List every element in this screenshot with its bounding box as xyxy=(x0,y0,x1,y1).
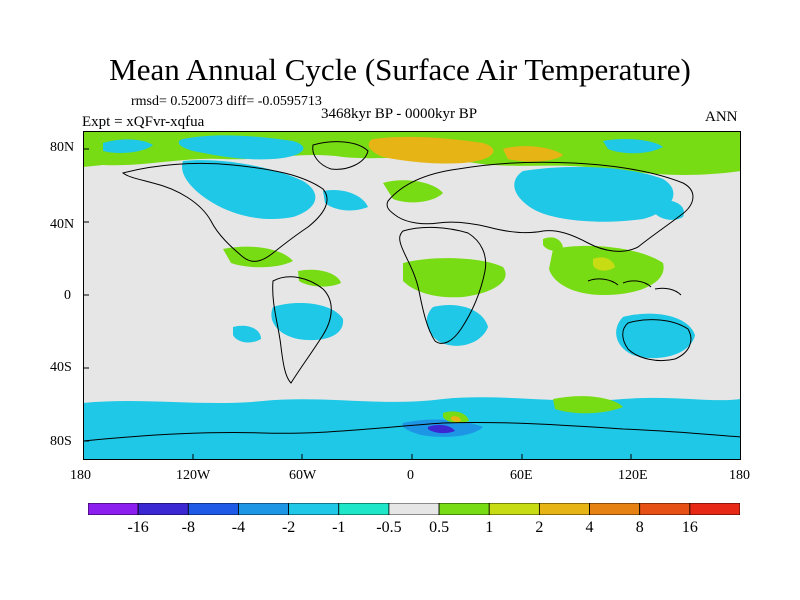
lon-tick-0: 0 xyxy=(407,468,414,483)
lat-tick-40n: 40N xyxy=(50,217,75,232)
colorbar-label: -0.5 xyxy=(376,519,402,536)
lon-tick-120w: 120W xyxy=(176,468,211,483)
southern-ocean-green xyxy=(553,396,623,414)
colorbar-swatch xyxy=(589,503,641,515)
lon-tick-60w: 60W xyxy=(289,468,317,483)
coast-south-america xyxy=(272,276,332,384)
colorbar-swatch xyxy=(639,503,691,515)
colorbar-swatch xyxy=(137,503,189,515)
arctic-cool-patch xyxy=(178,135,304,160)
colorbar-label: 0.5 xyxy=(429,519,450,536)
colorbar-swatch xyxy=(689,503,740,515)
coast-indonesia xyxy=(587,278,682,296)
colorbar-swatch xyxy=(187,503,239,515)
lat-tick-80n: 80N xyxy=(50,140,75,155)
colorbar-label: 1 xyxy=(485,519,494,536)
colorbar-label: -4 xyxy=(231,519,246,536)
colorbar-label: 2 xyxy=(535,519,544,536)
lat-tick-0: 0 xyxy=(64,288,71,303)
coast-north-america xyxy=(121,162,328,262)
lon-tick-60e: 60E xyxy=(510,468,533,483)
colorbar-label: -8 xyxy=(181,519,195,536)
central-america-green xyxy=(223,246,293,268)
colorbar-swatch xyxy=(438,503,490,515)
coast-greenland xyxy=(312,141,369,170)
plot-title: Mean Annual Cycle (Surface Air Temperatu… xyxy=(109,52,691,87)
lon-tick-180-left: 180 xyxy=(70,468,91,483)
colorbar-swatch xyxy=(538,503,590,515)
temperature-anomaly-map xyxy=(83,131,741,460)
colorbar-swatch xyxy=(488,503,540,515)
europe-green xyxy=(383,180,443,203)
asia-cool xyxy=(514,166,674,222)
north-america-cool xyxy=(182,160,316,220)
antarctic-deep-blue xyxy=(428,424,455,434)
coast-eurasia xyxy=(386,161,694,252)
colorbar-label: -2 xyxy=(281,519,296,536)
colorbar-label: 4 xyxy=(585,519,594,536)
pacific-northwest-cool xyxy=(653,199,684,220)
arctic-cool-patch-2 xyxy=(103,139,153,153)
colorbar-label: 16 xyxy=(681,519,698,536)
season-label: ANN xyxy=(705,109,738,125)
colorbar-label: -1 xyxy=(332,519,346,536)
arctic-cool-patch-3 xyxy=(603,139,663,154)
colorbar-swatch xyxy=(88,503,139,515)
colorbar-swatch xyxy=(388,503,440,515)
tropical-green-africa xyxy=(403,258,506,298)
australia-cool xyxy=(616,313,695,359)
tropical-atlantic-green xyxy=(298,269,341,287)
axis-ticks xyxy=(83,148,632,460)
coast-antarctica xyxy=(83,421,741,442)
time-period-label: 3468kyr BP - 0000kyr BP xyxy=(321,106,478,122)
lat-tick-80s: 80S xyxy=(50,434,72,449)
lat-tick-40s: 40S xyxy=(50,360,72,375)
experiment-label: Expt = xQFvr-xqfua xyxy=(82,114,205,130)
arctic-warm-patch-2 xyxy=(503,146,563,162)
antarctic-orange xyxy=(451,416,461,422)
colorbar-label: 8 xyxy=(635,519,644,536)
colorbar-label: -16 xyxy=(127,519,149,536)
tropical-green-india xyxy=(543,237,563,251)
lon-tick-180-right: 180 xyxy=(729,468,750,483)
north-atlantic-cool xyxy=(323,189,368,211)
lon-tick-120e: 120E xyxy=(618,468,648,483)
maritime-yellow xyxy=(593,257,615,271)
colorbar-swatch xyxy=(288,503,340,515)
rmsd-diff-stats: rmsd= 0.520073 diff= -0.0595713 xyxy=(131,94,322,109)
colorbar-swatch xyxy=(338,503,390,515)
coast-australia xyxy=(622,319,692,362)
colorbar xyxy=(88,503,740,515)
coastlines xyxy=(83,141,741,442)
coast-africa xyxy=(399,226,487,344)
colorbar-swatch xyxy=(238,503,290,515)
arctic-warm-patch xyxy=(368,136,494,164)
south-atlantic-cool xyxy=(233,325,261,343)
south-africa-cool xyxy=(426,305,488,346)
